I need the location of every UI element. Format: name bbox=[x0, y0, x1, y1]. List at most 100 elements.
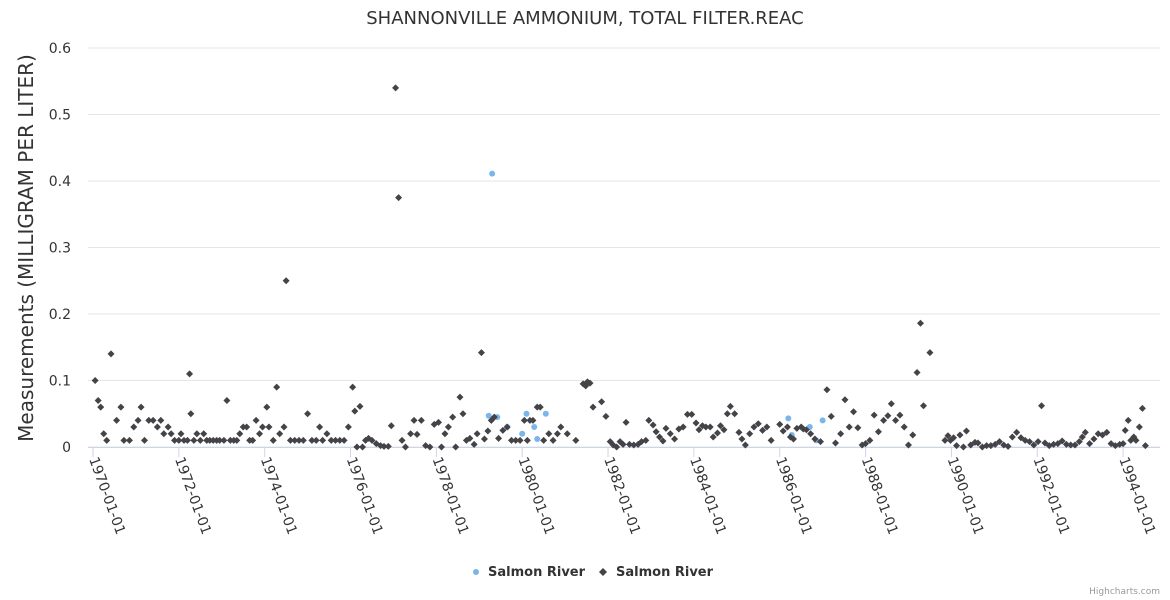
data-point[interactable] bbox=[802, 426, 810, 434]
data-point[interactable] bbox=[884, 412, 892, 420]
data-point[interactable] bbox=[950, 434, 958, 442]
data-point[interactable] bbox=[490, 413, 498, 421]
data-point[interactable] bbox=[507, 436, 515, 444]
data-point[interactable] bbox=[444, 423, 452, 431]
data-point[interactable] bbox=[1124, 416, 1132, 424]
data-point[interactable] bbox=[153, 423, 161, 431]
data-point[interactable] bbox=[304, 410, 312, 418]
data-point[interactable] bbox=[666, 430, 674, 438]
data-point[interactable] bbox=[282, 277, 290, 285]
data-point[interactable] bbox=[656, 433, 664, 441]
data-point[interactable] bbox=[117, 403, 125, 411]
data-point[interactable] bbox=[827, 412, 835, 420]
data-point[interactable] bbox=[726, 402, 734, 410]
data-point[interactable] bbox=[220, 436, 228, 444]
data-point[interactable] bbox=[956, 431, 964, 439]
data-point[interactable] bbox=[759, 426, 767, 434]
data-point[interactable] bbox=[216, 436, 224, 444]
legend-marker-series-2[interactable] bbox=[599, 568, 607, 576]
data-point[interactable] bbox=[167, 430, 175, 438]
data-point[interactable] bbox=[523, 410, 530, 417]
data-point[interactable] bbox=[746, 430, 754, 438]
data-point[interactable] bbox=[323, 430, 331, 438]
data-point[interactable] bbox=[1034, 438, 1042, 446]
data-point[interactable] bbox=[395, 194, 403, 202]
data-point[interactable] bbox=[107, 350, 115, 358]
data-point[interactable] bbox=[1121, 426, 1129, 434]
data-point[interactable] bbox=[387, 422, 395, 430]
data-point[interactable] bbox=[529, 416, 537, 424]
data-point[interactable] bbox=[243, 423, 251, 431]
data-point[interactable] bbox=[280, 423, 288, 431]
data-point[interactable] bbox=[534, 436, 541, 443]
data-point[interactable] bbox=[622, 418, 630, 426]
data-point[interactable] bbox=[269, 436, 277, 444]
data-point[interactable] bbox=[196, 436, 204, 444]
data-point[interactable] bbox=[735, 428, 743, 436]
data-point[interactable] bbox=[312, 436, 320, 444]
data-point[interactable] bbox=[1135, 423, 1143, 431]
data-point[interactable] bbox=[186, 370, 194, 378]
data-point[interactable] bbox=[100, 430, 108, 438]
data-point[interactable] bbox=[563, 430, 571, 438]
data-point[interactable] bbox=[1050, 440, 1058, 448]
data-point[interactable] bbox=[671, 435, 679, 443]
data-point[interactable] bbox=[619, 440, 627, 448]
data-point[interactable] bbox=[291, 436, 299, 444]
data-point[interactable] bbox=[542, 410, 549, 417]
data-point[interactable] bbox=[263, 403, 271, 411]
data-point[interactable] bbox=[983, 442, 991, 450]
data-point[interactable] bbox=[1138, 404, 1146, 412]
data-point[interactable] bbox=[1090, 435, 1098, 443]
data-point[interactable] bbox=[97, 403, 105, 411]
data-point[interactable] bbox=[252, 416, 260, 424]
data-point[interactable] bbox=[659, 437, 667, 445]
data-point[interactable] bbox=[485, 412, 492, 419]
data-point[interactable] bbox=[327, 436, 335, 444]
data-point[interactable] bbox=[854, 424, 862, 432]
data-point[interactable] bbox=[540, 436, 548, 444]
data-point[interactable] bbox=[862, 440, 870, 448]
data-point[interactable] bbox=[91, 377, 99, 384]
data-point[interactable] bbox=[340, 436, 348, 444]
data-point[interactable] bbox=[720, 426, 728, 434]
data-point[interactable] bbox=[449, 413, 457, 421]
data-point[interactable] bbox=[160, 430, 168, 438]
data-point[interactable] bbox=[887, 400, 895, 408]
data-point[interactable] bbox=[1026, 438, 1034, 446]
data-point[interactable] bbox=[662, 424, 670, 432]
data-point[interactable] bbox=[995, 438, 1003, 446]
data-point[interactable] bbox=[679, 423, 687, 431]
data-point[interactable] bbox=[187, 410, 195, 418]
data-point[interactable] bbox=[356, 402, 364, 410]
data-point[interactable] bbox=[480, 435, 488, 443]
data-point[interactable] bbox=[645, 416, 653, 424]
data-point[interactable] bbox=[175, 436, 183, 444]
data-point[interactable] bbox=[1141, 442, 1149, 450]
data-point[interactable] bbox=[164, 423, 172, 431]
data-point[interactable] bbox=[916, 319, 924, 327]
data-point[interactable] bbox=[974, 439, 982, 447]
data-point[interactable] bbox=[398, 436, 406, 444]
data-point[interactable] bbox=[870, 411, 878, 419]
data-point[interactable] bbox=[441, 430, 449, 438]
data-point[interactable] bbox=[401, 443, 409, 451]
data-point[interactable] bbox=[512, 436, 520, 444]
data-point[interactable] bbox=[1013, 428, 1021, 436]
data-point[interactable] bbox=[702, 423, 710, 431]
data-point[interactable] bbox=[900, 423, 908, 431]
data-point[interactable] bbox=[841, 396, 849, 404]
data-point[interactable] bbox=[259, 423, 267, 431]
data-point[interactable] bbox=[190, 436, 198, 444]
data-point[interactable] bbox=[484, 427, 492, 435]
data-point[interactable] bbox=[731, 410, 739, 418]
data-point[interactable] bbox=[642, 436, 650, 444]
data-point[interactable] bbox=[1103, 428, 1111, 436]
data-point[interactable] bbox=[171, 436, 179, 444]
data-point[interactable] bbox=[598, 398, 606, 406]
data-point[interactable] bbox=[913, 369, 921, 377]
legend[interactable]: Salmon River Salmon River bbox=[473, 565, 714, 580]
data-point[interactable] bbox=[880, 416, 888, 424]
data-point[interactable] bbox=[1071, 441, 1079, 449]
data-point[interactable] bbox=[299, 436, 307, 444]
